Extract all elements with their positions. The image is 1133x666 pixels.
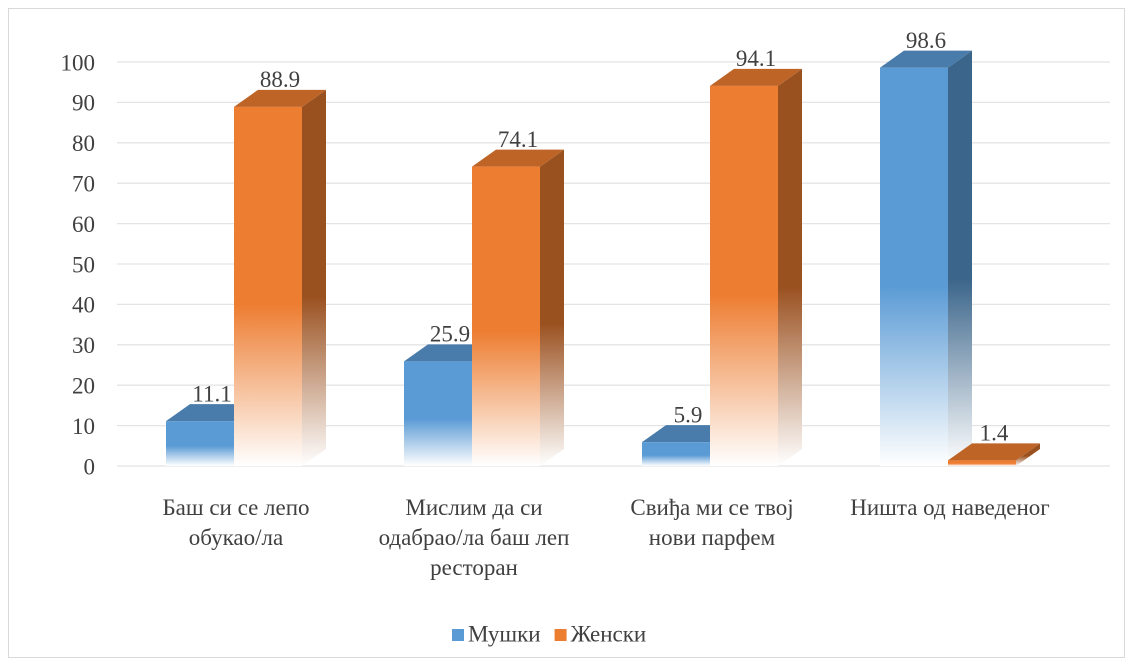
bar xyxy=(472,149,564,467)
bar-side xyxy=(948,50,972,466)
x-tick-label: Мислим да си одабрао/ла баш леп ресторан xyxy=(378,495,570,580)
y-tick-label: 30 xyxy=(72,333,95,358)
bar-front xyxy=(948,460,1016,466)
data-label: 11.1 xyxy=(192,381,231,406)
data-label: 25.9 xyxy=(430,322,470,347)
bar xyxy=(710,68,802,466)
legend-swatch xyxy=(554,629,567,641)
bar-top xyxy=(710,68,802,86)
bar-top xyxy=(472,149,564,167)
bar-side xyxy=(540,149,564,467)
y-tick-label: 10 xyxy=(72,414,95,439)
y-tick-label: 20 xyxy=(72,373,95,398)
x-tick-label: Ништа од наведеног xyxy=(850,495,1050,520)
bar-front xyxy=(472,166,540,467)
y-tick-label: 40 xyxy=(72,293,95,318)
bar-front xyxy=(404,361,472,466)
x-tick-label: Баш си се лепо обукао/ла xyxy=(162,495,310,550)
bar-front xyxy=(234,106,302,467)
bar-top xyxy=(880,50,972,68)
bar-side xyxy=(1016,443,1040,466)
y-tick-label: 60 xyxy=(72,212,95,237)
y-tick-label: 0 xyxy=(84,454,96,479)
legend-label: Мушки xyxy=(468,621,541,646)
data-label: 98.6 xyxy=(906,28,946,53)
x-tick-label: Свиђа ми се твој нови парфем xyxy=(630,495,794,550)
bar-side xyxy=(302,89,326,467)
bar-front xyxy=(710,85,778,466)
bar-front xyxy=(880,67,948,466)
bar-front xyxy=(166,421,234,466)
bar-top xyxy=(234,89,326,107)
y-tick-label: 80 xyxy=(72,131,95,156)
legend-label: Женски xyxy=(571,621,647,646)
y-tick-label: 70 xyxy=(72,171,95,196)
bar xyxy=(948,443,1040,466)
bar-front xyxy=(642,442,710,466)
data-label: 1.4 xyxy=(980,421,1009,446)
data-label: 88.9 xyxy=(260,67,300,92)
legend-swatch xyxy=(452,629,464,641)
y-tick-label: 90 xyxy=(72,91,95,116)
data-label: 74.1 xyxy=(498,127,538,152)
bar-top xyxy=(948,443,1040,461)
bar xyxy=(234,89,326,467)
y-tick-label: 100 xyxy=(61,50,96,75)
data-label: 5.9 xyxy=(674,402,703,427)
bar-side xyxy=(778,68,802,466)
data-label: 94.1 xyxy=(736,46,776,71)
y-tick-label: 50 xyxy=(72,252,95,277)
bar xyxy=(880,50,972,466)
